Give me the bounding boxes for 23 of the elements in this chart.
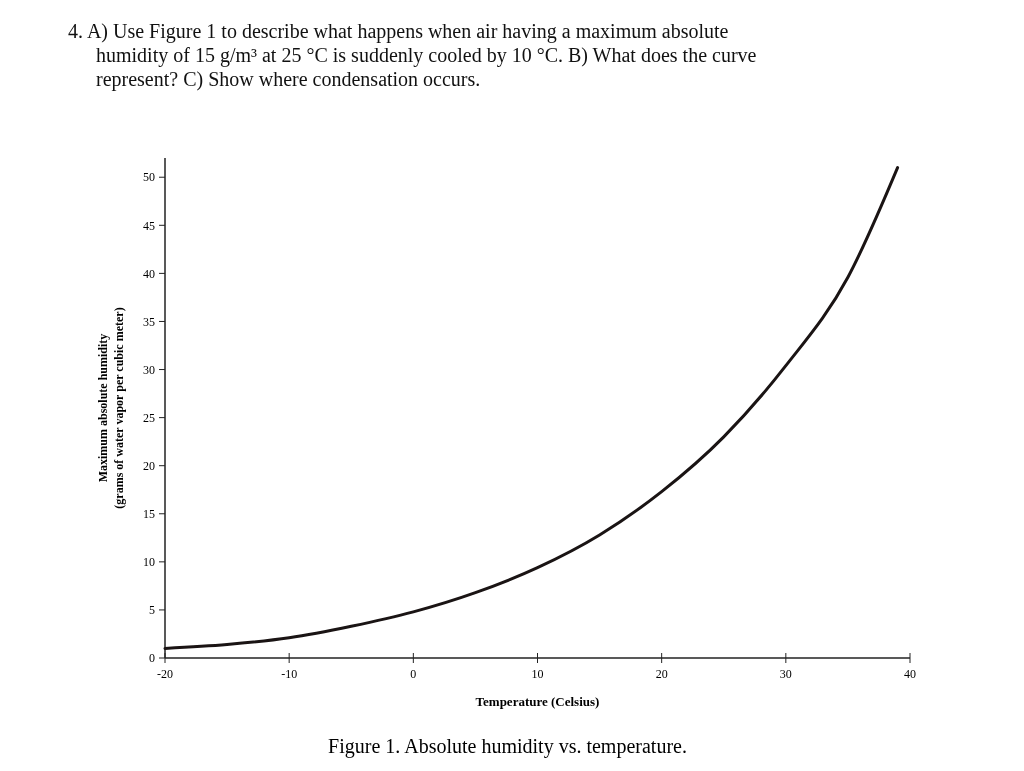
x-tick-label: -10 (281, 667, 298, 681)
x-tick-label: 20 (655, 667, 668, 681)
y-tick-label: 5 (149, 603, 155, 618)
y-tick-label: 10 (143, 555, 155, 570)
y-tick-label: 20 (143, 458, 155, 473)
y-tick-label: 15 (143, 506, 155, 521)
x-tick-label: 30 (779, 667, 792, 681)
y-axis-title: Maximum absolute humidity (grams of water vapor per cubic meter) (96, 307, 126, 509)
x-tick-label: 40 (904, 667, 916, 681)
line-series (163, 166, 900, 650)
caption: Figure 1. Absolute humidity vs. temperature. (328, 735, 687, 758)
x-axis-title: Temperature (Celsius) (475, 694, 600, 709)
x-tick-label: 10 (531, 667, 544, 681)
y-tick-label: 50 (143, 170, 155, 185)
x-tick-label: -20 (157, 667, 173, 681)
y-tick-label: 35 (143, 314, 155, 329)
y-tick-label: 45 (143, 218, 155, 233)
y-tick-label: 25 (143, 410, 155, 425)
y-tick-label: 0 (149, 651, 155, 666)
y-tick-label: 40 (143, 266, 155, 281)
chart-title: 4. A) Use Figure 1 to describe what happens when air having a maximum absolute humidity of 15 g/m³ at 25 °C is suddenly cooled by 10 °C. B) What does the curve represent? C) Show where condensation occurs. (68, 20, 757, 91)
x-tick-label: 0 (410, 667, 417, 681)
y-tick-label: 30 (143, 362, 155, 377)
